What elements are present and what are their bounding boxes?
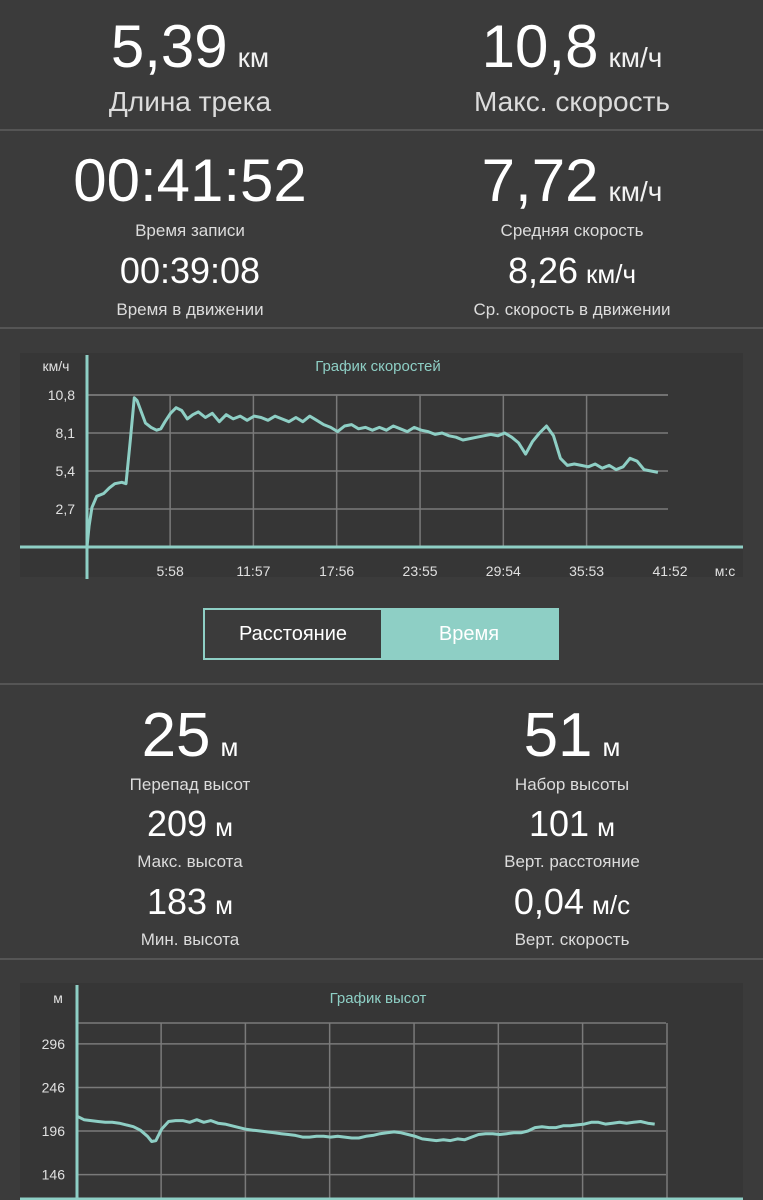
speed-chart: 2,7 5,4 8,1 10,8 5:58 11:57 17:56 23:55 29:54 35:… (20, 353, 743, 579)
vert-speed-stat: 0,04 м/с (381, 881, 763, 923)
y-tick-label: 2,7 (56, 501, 76, 517)
vert-speed-unit: м/с (591, 890, 631, 920)
track-length-label: Длина трека (108, 86, 272, 117)
vert-speed-label: Верт. скорость (514, 930, 630, 949)
chart-plot-area (20, 353, 743, 577)
y-axis-label: м (53, 990, 63, 1006)
series-line (85, 396, 659, 548)
altitude-drop-stat: 25 м (0, 700, 380, 771)
y-tick-label: 146 (42, 1167, 66, 1183)
max-altitude-label: Макс. высота (137, 852, 243, 871)
series-line (76, 1114, 655, 1143)
vert-distance-value: 101 (529, 803, 590, 844)
y-tick-label: 8,1 (56, 425, 76, 441)
altitude-gain-unit: м (602, 732, 621, 762)
altitude-gain-value: 51 (523, 701, 593, 770)
chart-mode-toggle: Расстояние Время (203, 608, 559, 660)
y-tick-label: 296 (42, 1036, 66, 1052)
track-length-unit: км (237, 42, 270, 73)
min-altitude-unit: м (215, 890, 233, 920)
avg-speed-value: 7,72 (481, 147, 599, 214)
max-altitude-unit: м (215, 812, 233, 842)
altitude-drop-label: Перепад высот (129, 775, 251, 794)
record-time-stat: 00:41:52 (0, 146, 380, 215)
record-time-value: 00:41:52 (73, 147, 307, 214)
x-tick-label: 17:56 (319, 563, 354, 579)
record-time-label: Время записи (135, 221, 245, 240)
x-tick-label: 11:57 (236, 563, 270, 579)
max-altitude-value: 209 (147, 803, 208, 844)
vert-distance-unit: м (597, 812, 615, 842)
chart-title: График высот (330, 990, 427, 1007)
divider (0, 683, 763, 685)
moving-time-label: Время в движении (116, 300, 264, 319)
x-tick-label: 29:54 (486, 563, 521, 579)
max-speed-label: Макс. скорость (473, 86, 671, 117)
avg-moving-speed-label: Ср. скорость в движении (473, 300, 671, 319)
y-tick-label: 5,4 (56, 463, 76, 479)
moving-time-value: 00:39:08 (119, 250, 261, 291)
altitude-drop-unit: м (220, 732, 239, 762)
vert-speed-value: 0,04 (513, 881, 584, 922)
x-tick-label: 5:58 (157, 563, 184, 579)
max-altitude-stat: 209 м (0, 803, 380, 845)
toggle-distance-button[interactable]: Расстояние (205, 610, 381, 658)
max-speed-stat: 10,8 км/ч (381, 12, 763, 81)
avg-speed-unit: км/ч (608, 176, 663, 207)
chart-title: График скоростей (315, 358, 441, 375)
min-altitude-value: 183 (147, 881, 208, 922)
y-axis-label: км/ч (43, 358, 70, 374)
avg-speed-stat: 7,72 км/ч (381, 146, 763, 215)
track-length-value: 5,39 (110, 13, 228, 80)
moving-time-stat: 00:39:08 (0, 250, 380, 292)
vert-distance-label: Верт. расстояние (504, 852, 640, 871)
y-tick-label: 246 (42, 1079, 66, 1095)
x-tick-label: 35:53 (569, 563, 604, 579)
chart-plot-area (20, 983, 743, 1200)
max-speed-unit: км/ч (608, 42, 663, 73)
avg-moving-speed-unit: км/ч (586, 259, 637, 289)
divider (0, 129, 763, 131)
y-tick-label: 10,8 (48, 387, 75, 403)
x-tick-label: 41:52 (652, 563, 687, 579)
avg-speed-label: Средняя скорость (500, 221, 644, 240)
x-axis-label: м:с (715, 563, 736, 579)
altitude-gain-stat: 51 м (381, 700, 763, 771)
avg-moving-speed-value: 8,26 (507, 250, 579, 291)
divider (0, 327, 763, 329)
avg-moving-speed-stat: 8,26 км/ч (381, 250, 763, 292)
track-length-stat: 5,39 км (0, 12, 380, 81)
min-altitude-label: Мин. высота (140, 930, 240, 949)
altitude-gain-label: Набор высоты (514, 775, 630, 794)
divider (0, 958, 763, 960)
x-tick-label: 23:55 (403, 563, 438, 579)
altitude-drop-value: 25 (141, 701, 211, 770)
max-speed-value: 10,8 (481, 13, 599, 80)
vert-distance-stat: 101 м (381, 803, 763, 845)
min-altitude-stat: 183 м (0, 881, 380, 923)
altitude-chart: 1461962462965:5811:5717:5623:5529:5435:5… (20, 983, 743, 1200)
toggle-time-button[interactable]: Время (381, 610, 557, 658)
y-tick-label: 196 (42, 1123, 66, 1139)
